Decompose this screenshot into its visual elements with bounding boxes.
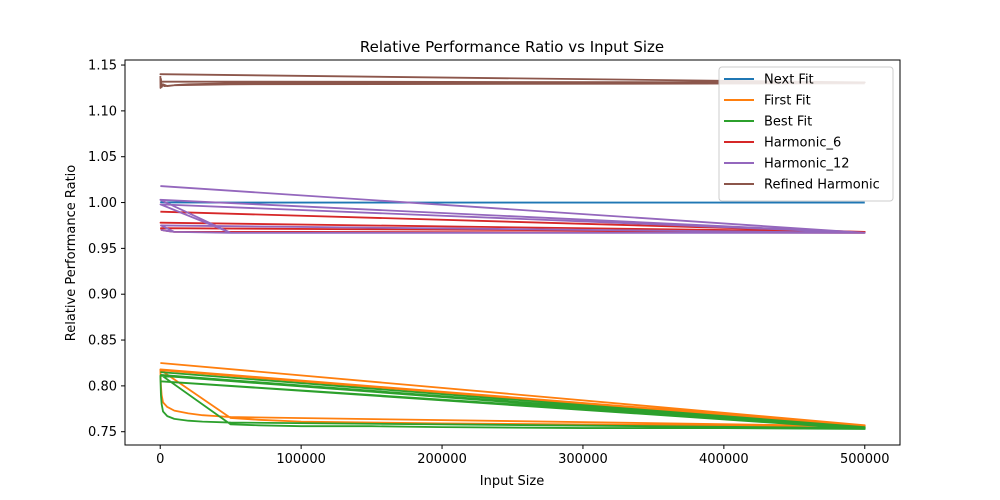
y-tick-label: 1.05 [88,150,117,165]
y-axis-label: Relative Performance Ratio [64,165,79,341]
x-tick-label: 200000 [417,452,467,467]
x-tick-label: 400000 [699,452,749,467]
legend-label: Harmonic_12 [764,157,850,172]
plot-lines [159,73,866,430]
y-tick-label: 0.80 [88,379,117,394]
series-line-2 [159,371,866,430]
y-tick-label: 1.15 [88,59,117,74]
x-tick-label: 300000 [558,452,608,467]
chart-title: Relative Performance Ratio vs Input Size [360,38,664,56]
y-tick-label: 0.75 [88,425,117,440]
series-line-0 [159,200,865,204]
legend-label: First Fit [764,94,811,109]
series-line-5 [159,73,866,89]
legend-label: Best Fit [764,115,812,130]
x-tick-label: 500000 [840,452,890,467]
legend-label: Next Fit [764,73,814,88]
y-tick-label: 0.85 [88,334,117,349]
y-tick-label: 0.95 [88,242,117,257]
y-axis: 0.75 0.80 0.85 0.90 0.95 1.00 1.05 1.10 1.15 [88,59,125,440]
x-tick-label: 0 [156,452,164,467]
legend-label: Refined Harmonic [764,178,880,193]
y-tick-label: 1.10 [88,104,117,119]
legend: Next Fit First Fit Best Fit Harmonic_6 Harmo… [718,66,894,202]
plot-frame [124,59,901,446]
legend-label: Harmonic_6 [764,136,841,151]
legend-box [718,66,894,202]
x-axis: 0 100000 200000 300000 400000 500000 [156,445,890,467]
y-tick-label: 1.00 [88,196,117,211]
x-axis-label: Input Size [480,474,544,489]
x-tick-label: 100000 [276,452,326,467]
y-tick-label: 0.90 [88,288,117,303]
series-line-4 [159,185,866,234]
